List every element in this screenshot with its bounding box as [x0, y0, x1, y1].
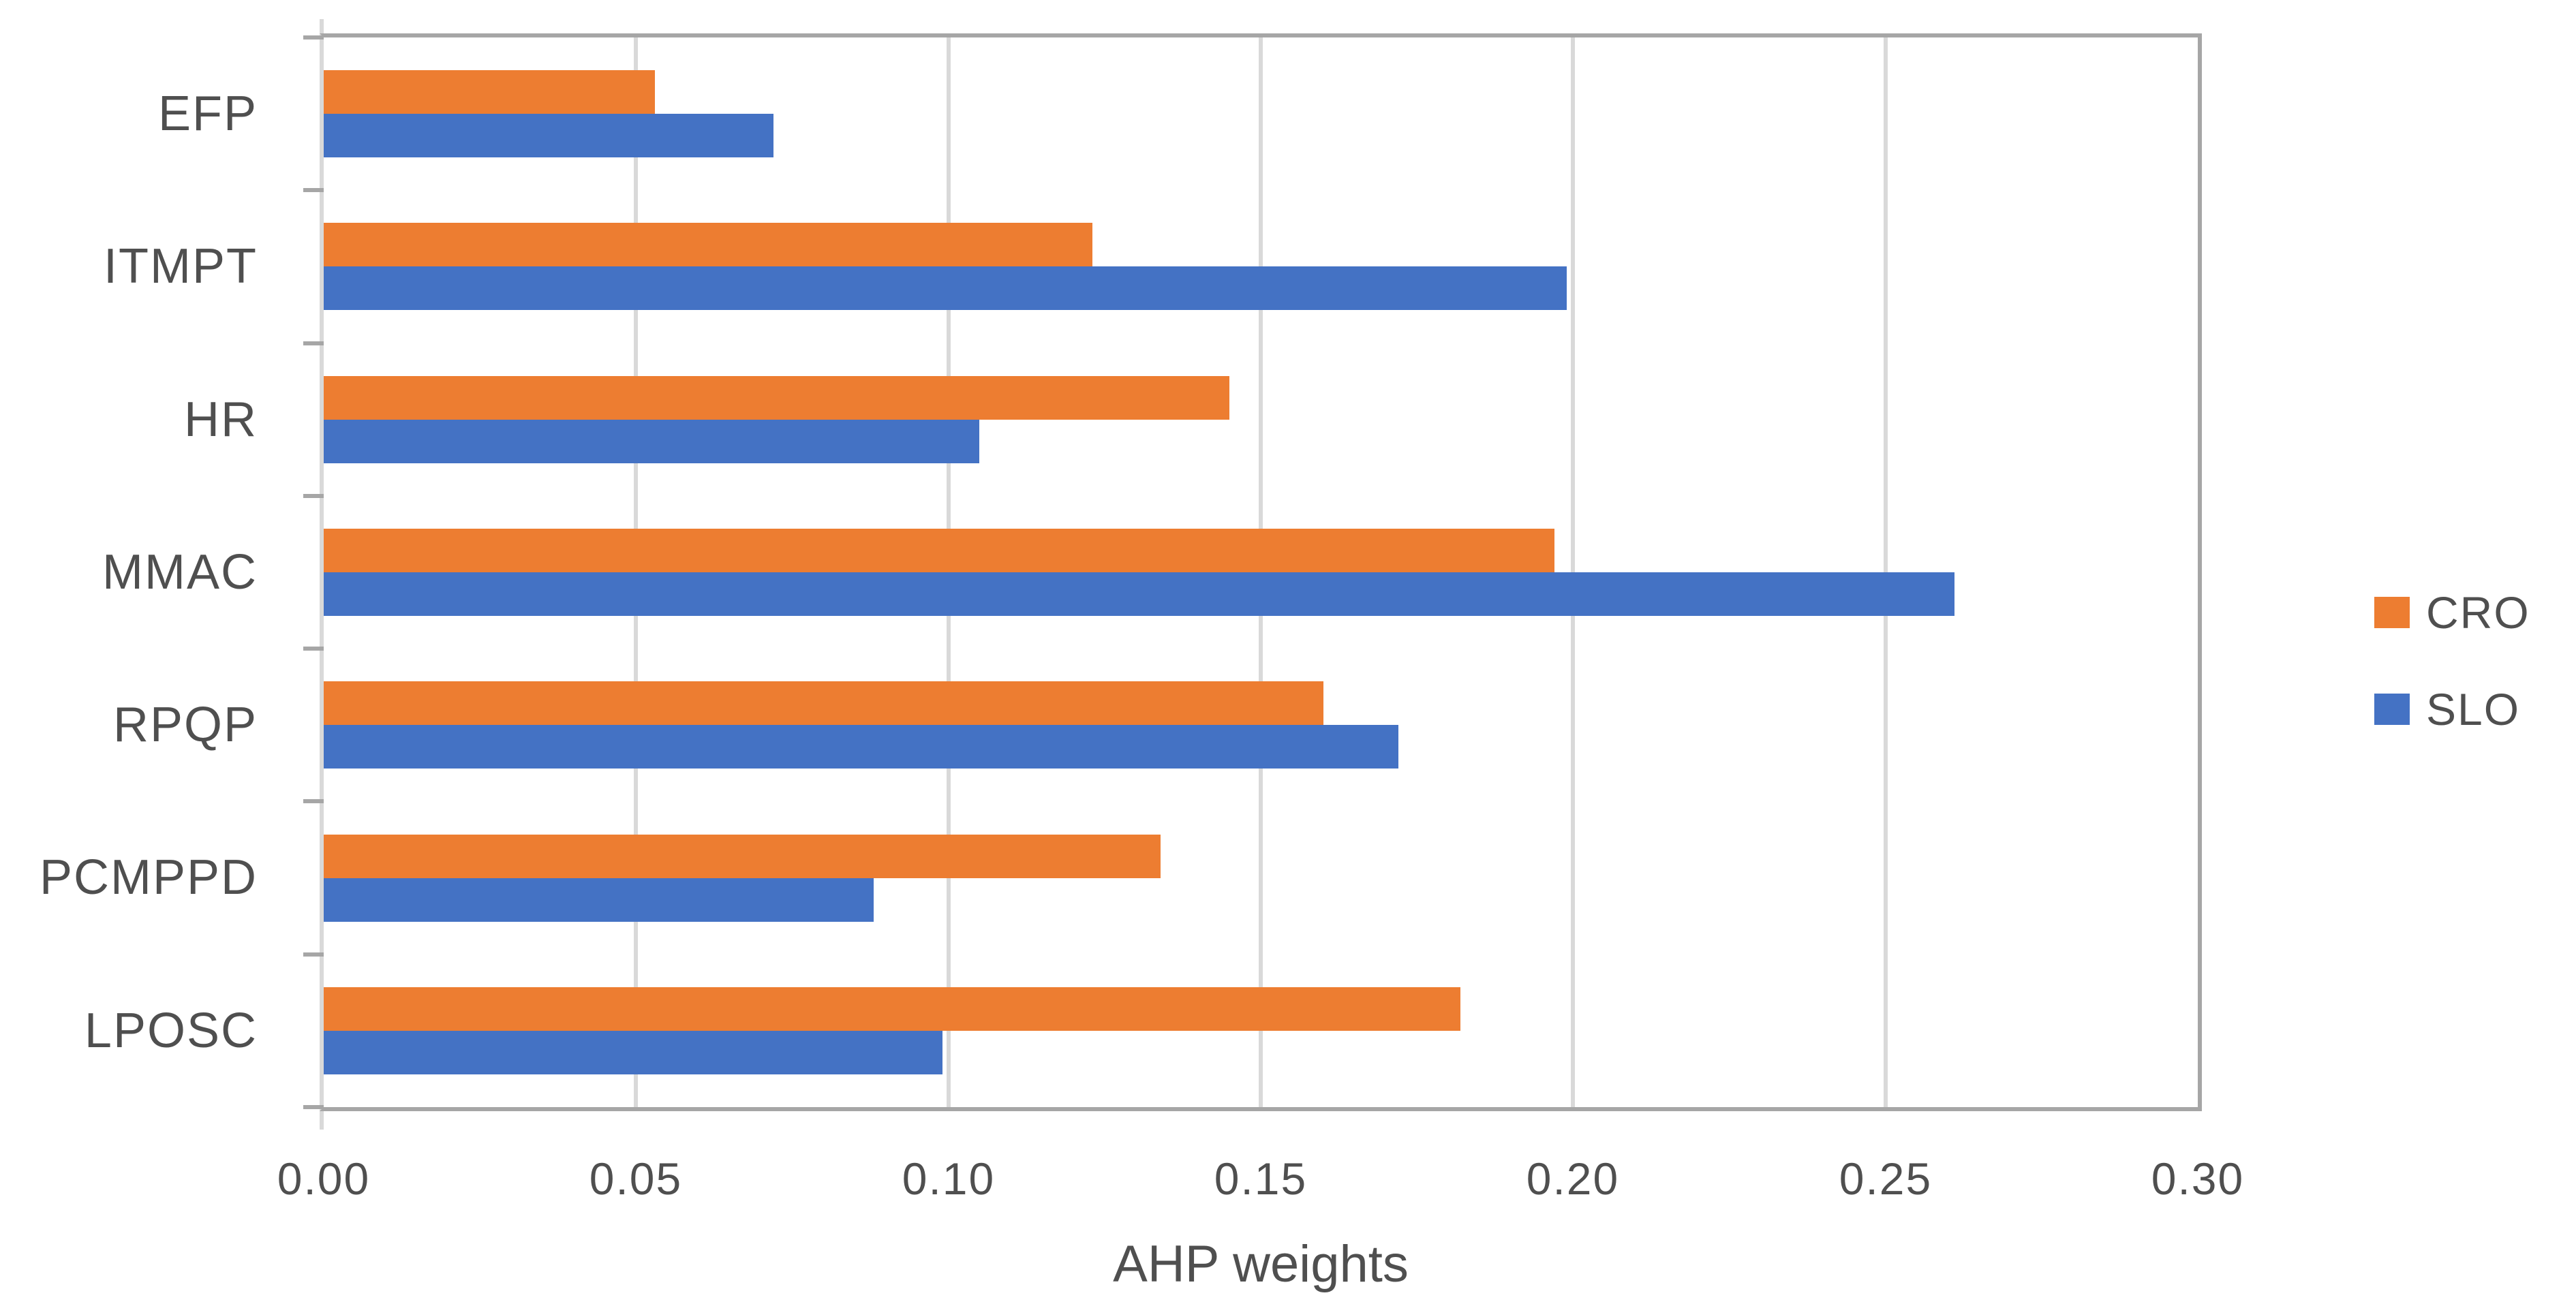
x-axis-tick-label-0.05: 0.05	[589, 1153, 683, 1204]
bar-slo-efp	[324, 114, 773, 157]
y-axis-tick	[303, 952, 324, 957]
bar-cro-hr	[324, 376, 1229, 420]
x-axis-tick-label-0.00: 0.00	[277, 1153, 371, 1204]
bar-cro-itmpt	[324, 223, 1092, 266]
legend-item-slo: SLO	[2374, 684, 2530, 734]
y-axis-label-mmac: MMAC	[102, 545, 258, 600]
legend-label-cro: CRO	[2426, 587, 2530, 638]
bar-cro-efp	[324, 70, 655, 114]
bar-slo-itmpt	[324, 266, 1567, 310]
legend: CRO SLO	[2374, 587, 2530, 783]
y-axis-label-hr: HR	[184, 392, 258, 447]
plot-area	[320, 33, 2202, 1111]
x-axis-tick-label-0.30: 0.30	[2151, 1153, 2245, 1204]
y-axis-tick	[303, 35, 324, 40]
legend-item-cro: CRO	[2374, 587, 2530, 638]
y-axis-label-pcmppd: PCMPPD	[39, 850, 258, 905]
bar-cro-pcmppd	[324, 835, 1161, 878]
x-axis-tick-label-0.25: 0.25	[1839, 1153, 1933, 1204]
y-axis-tick	[303, 341, 324, 345]
x-axis-tick-label-0.20: 0.20	[1526, 1153, 1620, 1204]
bar-slo-hr	[324, 420, 979, 463]
bar-slo-rpqp	[324, 725, 1398, 769]
legend-label-slo: SLO	[2426, 684, 2521, 734]
y-axis-tick	[303, 799, 324, 803]
y-axis-label-efp: EFP	[157, 87, 258, 141]
bar-cro-lposc	[324, 987, 1460, 1031]
x-axis-tick-label-0.15: 0.15	[1214, 1153, 1308, 1204]
bar-slo-mmac	[324, 572, 1954, 616]
legend-swatch-slo-icon	[2374, 694, 2410, 725]
bar-slo-lposc	[324, 1031, 942, 1074]
y-axis-label-itmpt: ITMPT	[104, 239, 258, 294]
bar-slo-pcmppd	[324, 878, 874, 922]
x-axis-title: AHP weights	[1113, 1235, 1409, 1293]
legend-swatch-cro-icon	[2374, 597, 2410, 628]
bar-cro-rpqp	[324, 681, 1323, 725]
y-axis-tick	[303, 188, 324, 192]
y-axis-label-lposc: LPOSC	[84, 1004, 258, 1058]
y-axis-tick	[303, 494, 324, 498]
y-axis-tick	[303, 1105, 324, 1109]
y-axis-label-rpqp: RPQP	[112, 698, 258, 752]
bar-cro-mmac	[324, 529, 1554, 572]
y-axis-tick	[303, 647, 324, 651]
x-axis-tick-label-0.10: 0.10	[902, 1153, 996, 1204]
